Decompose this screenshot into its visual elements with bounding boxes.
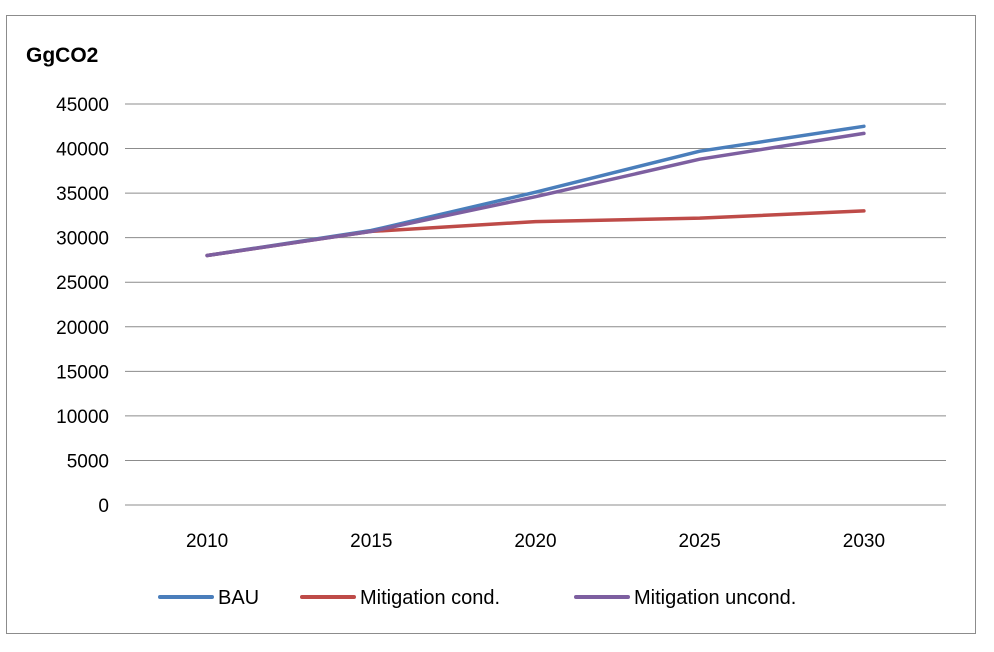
legend-label: Mitigation uncond. [634, 587, 796, 609]
y-tick-label: 15000 [56, 362, 109, 383]
x-tick-label: 2010 [186, 531, 228, 552]
y-tick-label: 45000 [56, 95, 109, 116]
y-tick-label: 0 [98, 496, 109, 517]
x-axis-ticks: 2010 2015 2020 2025 2030 [186, 531, 885, 552]
chart-frame [6, 15, 976, 634]
y-axis-ticks: 0 5000 10000 15000 20000 25000 30000 35000 40000… [56, 95, 109, 517]
y-tick-label: 5000 [67, 451, 109, 472]
x-tick-label: 2015 [350, 531, 392, 552]
y-tick-label: 40000 [56, 140, 109, 161]
series-lines [205, 124, 866, 258]
x-tick-label: 2020 [514, 531, 556, 552]
y-tick-label: 25000 [56, 273, 109, 294]
y-tick-label: 30000 [56, 229, 109, 250]
y-tick-label: 35000 [56, 184, 109, 205]
series-line-1 [205, 209, 866, 258]
y-tick-label: 10000 [56, 407, 109, 428]
legend: BAU Mitigation cond. Mitigation uncond. [158, 587, 796, 609]
series-line-2 [205, 131, 866, 258]
y-axis-unit-label: GgCO2 [26, 44, 98, 67]
series-line-0 [205, 124, 866, 258]
y-tick-label: 20000 [56, 318, 109, 339]
legend-label: BAU [218, 587, 259, 609]
x-tick-label: 2030 [843, 531, 885, 552]
legend-label: Mitigation cond. [360, 587, 500, 609]
x-tick-label: 2025 [679, 531, 721, 552]
gridlines [125, 103, 946, 506]
